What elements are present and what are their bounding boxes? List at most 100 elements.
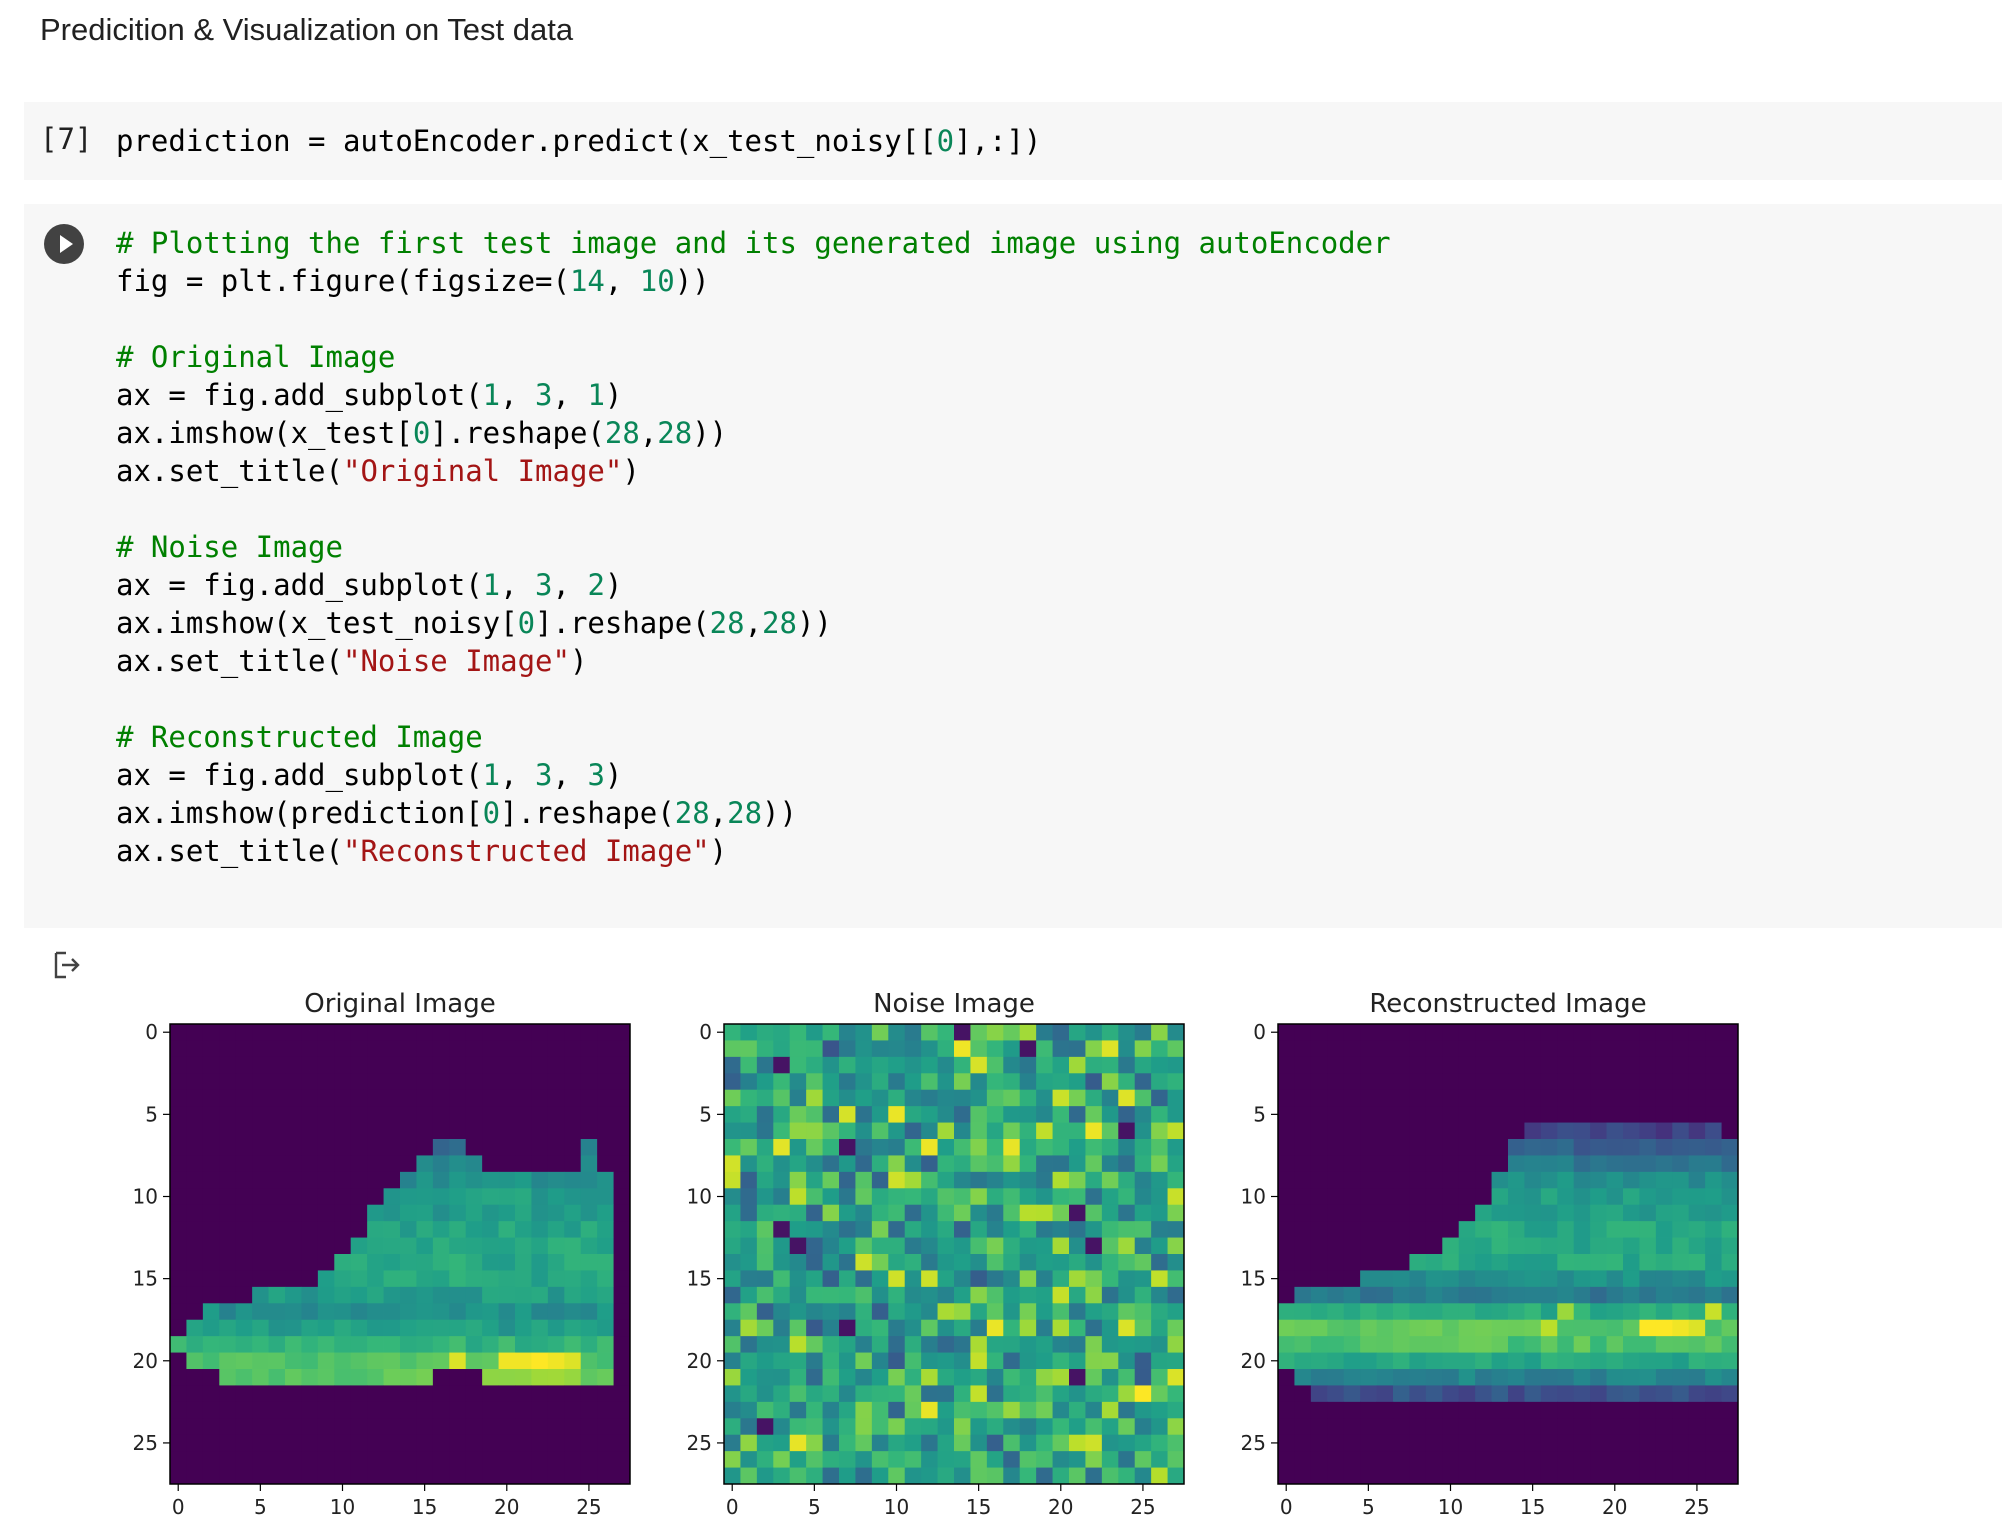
heatmap-cell [547, 1204, 565, 1222]
heatmap-cell [789, 1024, 807, 1041]
heatmap-cell [822, 1089, 840, 1107]
heatmap-cell [1085, 1171, 1103, 1189]
heatmap-cell [954, 1434, 971, 1452]
heatmap-cell [1343, 1286, 1361, 1304]
heatmap-cell [252, 1188, 269, 1206]
heatmap-cell [822, 1369, 840, 1386]
heatmap-cell [1069, 1270, 1086, 1288]
heatmap-cell [1085, 1073, 1103, 1091]
heatmap-cell [482, 1270, 499, 1288]
heatmap-cell [904, 1171, 922, 1189]
heatmap-cell [1655, 1139, 1673, 1156]
heatmap-cell [1278, 1319, 1295, 1337]
heatmap-cell [1409, 1254, 1427, 1271]
heatmap-cell [416, 1319, 434, 1337]
heatmap-cell [186, 1270, 204, 1288]
heatmap-cell [1442, 1369, 1460, 1386]
heatmap-cell [1655, 1171, 1673, 1189]
heatmap-cell [597, 1056, 614, 1074]
heatmap-cell [482, 1467, 499, 1485]
heatmap-cell [1278, 1122, 1295, 1140]
heatmap-cell [822, 1204, 840, 1222]
heatmap-cell [756, 1073, 774, 1091]
heatmap-cell [597, 1270, 614, 1288]
heatmap-cell [350, 1270, 368, 1288]
heatmap-cell [806, 1319, 823, 1337]
heatmap-cell [219, 1451, 237, 1468]
heatmap-cell [1623, 1467, 1640, 1485]
heatmap-cell [1623, 1401, 1640, 1419]
heatmap-cell [317, 1467, 335, 1485]
heatmap-cell [1393, 1352, 1410, 1370]
heatmap-cell [383, 1237, 401, 1255]
heatmap-cell [756, 1171, 774, 1189]
heatmap-cell [1524, 1106, 1542, 1123]
heatmap-cell [285, 1303, 302, 1321]
heatmap-cell [465, 1204, 483, 1222]
code-cell-7[interactable]: [7] prediction = autoEncoder.predict(x_t… [24, 102, 2002, 180]
play-circle-icon[interactable] [44, 224, 84, 264]
heatmap-cell [449, 1385, 467, 1403]
heatmap-cell [1310, 1385, 1328, 1403]
heatmap-cell [531, 1286, 549, 1304]
heatmap-cell [1606, 1467, 1624, 1485]
heatmap-cell [740, 1122, 758, 1140]
heatmap-cell [1069, 1418, 1086, 1436]
heatmap-cell [1672, 1270, 1690, 1288]
heatmap-cell [756, 1040, 774, 1058]
heatmap-cell [170, 1122, 187, 1140]
heatmap-cell [1118, 1221, 1136, 1238]
heatmap-cell [888, 1155, 906, 1173]
heatmap-cell [1376, 1171, 1394, 1189]
heatmap-cell [367, 1024, 384, 1041]
heatmap-cell [1639, 1106, 1657, 1123]
heatmap-cell [1019, 1451, 1037, 1468]
code-token: ) [604, 758, 623, 792]
heatmap-cell [400, 1106, 417, 1123]
heatmap-cell [317, 1056, 335, 1074]
heatmap-cell [1069, 1254, 1086, 1271]
heatmap-cell [235, 1056, 253, 1074]
code-cell-8[interactable]: # Plotting the first test image and its … [24, 204, 2002, 928]
heatmap-cell [1721, 1204, 1739, 1222]
heatmap-cell [1688, 1204, 1706, 1222]
heatmap-cell [1069, 1286, 1086, 1304]
heatmap-cell [1672, 1221, 1690, 1238]
heatmap-cell [1475, 1073, 1492, 1091]
heatmap-cell [1425, 1418, 1443, 1436]
heatmap-cell [383, 1385, 401, 1403]
heatmap-cell [416, 1254, 434, 1271]
heatmap-cell [367, 1303, 384, 1321]
heatmap-cell [1557, 1204, 1575, 1222]
heatmap-cell [1557, 1385, 1575, 1403]
heatmap-cell [449, 1451, 467, 1468]
heatmap-cell [986, 1106, 1004, 1123]
heatmap-cell [1327, 1073, 1345, 1091]
heatmap-cell [268, 1155, 286, 1173]
heatmap-cell [855, 1073, 873, 1091]
heatmap-cell [1557, 1467, 1575, 1485]
heatmap-cell [268, 1073, 286, 1091]
output-arrow-icon[interactable] [52, 950, 82, 980]
heatmap-cell [822, 1418, 840, 1436]
heatmap-cell [1085, 1221, 1103, 1238]
heatmap-cell [888, 1056, 906, 1074]
heatmap-cell [547, 1221, 565, 1238]
heatmap-cell [1491, 1451, 1509, 1468]
code-editor[interactable]: prediction = autoEncoder.predict(x_test_… [116, 122, 1041, 160]
heatmap-cell [482, 1352, 499, 1370]
heatmap-cell [1721, 1122, 1739, 1140]
heatmap-cell [1508, 1188, 1525, 1206]
heatmap-cell [1278, 1303, 1295, 1321]
code-editor[interactable]: # Plotting the first test image and its … [116, 224, 1391, 870]
heatmap-cell [1167, 1467, 1185, 1485]
heatmap-cell [1705, 1336, 1722, 1353]
heatmap-cell [1360, 1319, 1377, 1337]
heatmap-cell [432, 1286, 450, 1304]
heatmap-cell [1310, 1352, 1328, 1370]
heatmap-cell [1376, 1139, 1394, 1156]
num-token: 28 [709, 606, 745, 640]
heatmap-cell [580, 1286, 598, 1304]
heatmap-cell [1639, 1221, 1657, 1238]
heatmap-cell [1151, 1385, 1168, 1403]
